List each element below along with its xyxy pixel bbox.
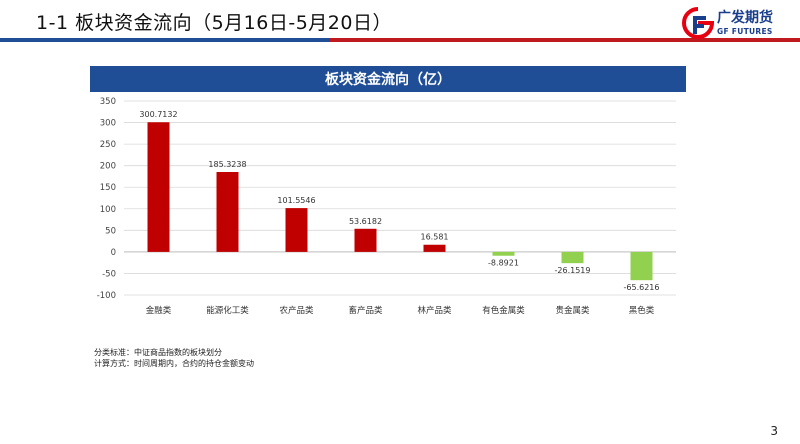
chart-container: 板块资金流向（亿） -100 -50 0 50 100 150 200 250 300 350 30… — [90, 66, 686, 316]
data-label: -26.1519 — [555, 266, 591, 275]
chart-title: 板块资金流向（亿） — [90, 66, 686, 92]
data-label: -8.8921 — [488, 259, 519, 268]
x-tick-label: 林产品类 — [417, 305, 452, 316]
title-divider-red — [330, 38, 800, 42]
bar — [147, 122, 170, 252]
bar — [561, 251, 584, 264]
data-label: 300.7132 — [139, 110, 177, 119]
y-tick-label: -100 — [97, 291, 116, 301]
y-tick-label: 250 — [100, 140, 116, 150]
y-tick-label: 200 — [100, 162, 116, 172]
x-tick-label: 畜产品类 — [348, 305, 383, 316]
x-tick-label: 黑色类 — [629, 305, 655, 316]
x-tick-label: 农产品类 — [279, 305, 314, 316]
data-label: -65.6216 — [624, 283, 660, 292]
slide-title: 1-1 板块资金流向（5月16日-5月20日） — [36, 12, 392, 34]
data-label: 16.581 — [421, 233, 449, 242]
y-tick-label: 300 — [100, 119, 116, 129]
y-tick-label: 150 — [100, 183, 116, 193]
note-classification: 分类标准：中证商品指数的板块划分 — [94, 348, 222, 357]
data-label: 53.6182 — [349, 217, 382, 226]
bar — [492, 251, 515, 256]
x-tick-label: 能源化工类 — [206, 305, 249, 316]
logo-text-en: GF FUTURES — [717, 26, 773, 36]
y-tick-label: -50 — [102, 269, 116, 279]
x-tick-label: 有色金属类 — [482, 305, 525, 316]
y-tick-label: 100 — [100, 205, 116, 215]
chart-notes: 分类标准：中证商品指数的板块划分 计算方式：时间周期内，合约的持仓金额变动 — [94, 347, 254, 369]
logo-text-cn: 广发期货 — [717, 9, 773, 26]
gf-logo-mark-icon — [682, 7, 714, 39]
bar — [423, 244, 446, 252]
bar — [285, 208, 308, 252]
bar — [630, 251, 653, 281]
note-calculation: 计算方式：时间周期内，合约的持仓金额变动 — [94, 359, 254, 368]
y-tick-label: 350 — [100, 97, 116, 107]
bar — [354, 228, 377, 252]
x-tick-label: 金融类 — [146, 305, 172, 316]
gf-logo: 广发期货 GF FUTURES — [682, 6, 786, 40]
bar — [216, 171, 239, 252]
title-divider — [0, 38, 800, 42]
page-number: 3 — [770, 424, 778, 438]
y-tick-label: 50 — [105, 226, 116, 236]
data-label: 101.5546 — [277, 196, 315, 205]
data-label: 185.3238 — [208, 160, 246, 169]
x-tick-label: 贵金属类 — [555, 305, 590, 316]
y-tick-label: 0 — [111, 248, 116, 258]
title-divider-blue — [0, 38, 330, 42]
